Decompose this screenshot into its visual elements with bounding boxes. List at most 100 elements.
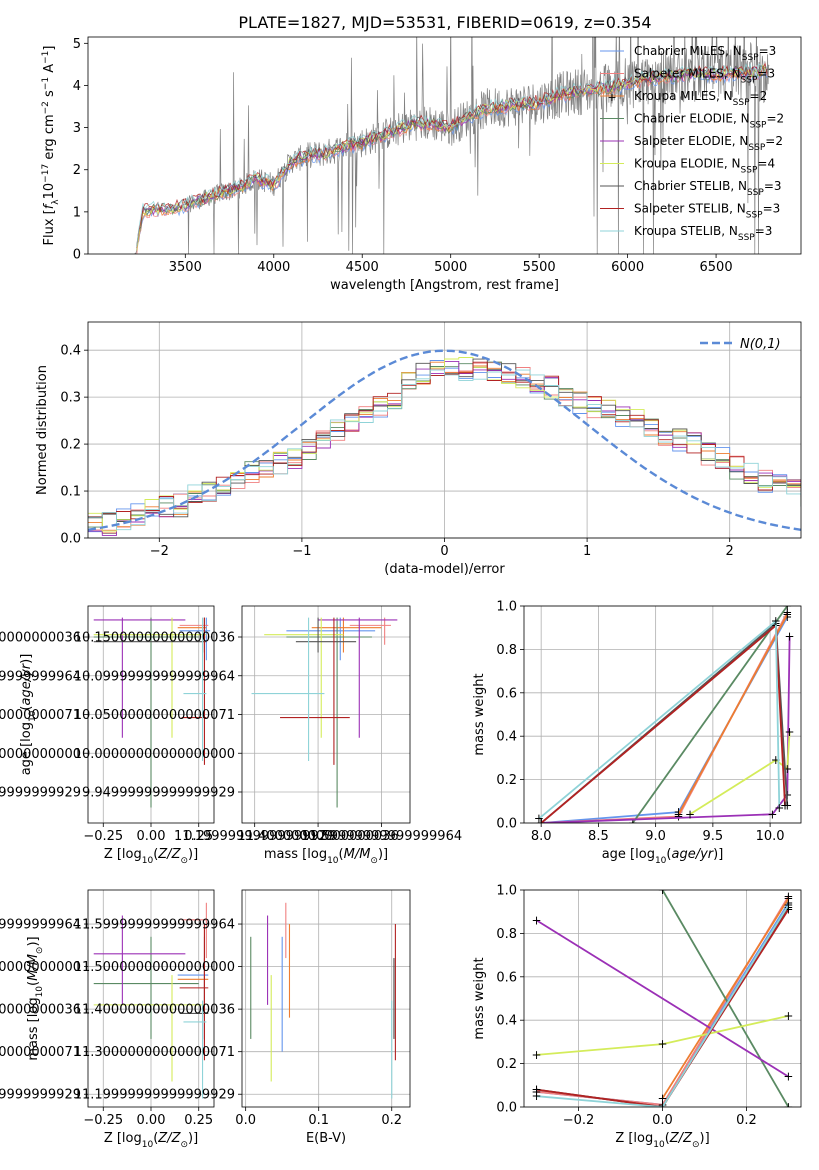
- weight-series: [536, 904, 790, 1107]
- weight-marker: +: [782, 799, 792, 813]
- panel-age_vs_mass: 11.1999999999999992911.40000000000000036…: [74, 605, 462, 866]
- x-tick-label: −0.2: [563, 1113, 595, 1128]
- y-axis-label: Flux [fλ10−17 erg cm−2 s−1 A−1]: [41, 46, 61, 246]
- weight-marker: +: [783, 898, 793, 912]
- x-tick-label: 6500: [700, 260, 733, 275]
- weight-marker: +: [534, 812, 544, 826]
- legend-label: Kroupa ELODIE, NSSP=4: [634, 157, 775, 176]
- panel-mass_vs_Z: −0.25 0.00 0.25 11.19999999999999929 11.3000…: [0, 889, 215, 1150]
- x-tick-label: 5500: [523, 260, 556, 275]
- x-tick-label: 0.0: [652, 1113, 673, 1128]
- y-tick-label: 1.0: [496, 600, 517, 615]
- y-tick-label: 0.0: [496, 817, 517, 832]
- y-tick-label: 0.4: [496, 730, 517, 745]
- panel-residuals: −2 −1 0 1 2 0.0 0.1 0.2 0.3 0.4 (data-model)/error…: [35, 321, 802, 577]
- x-tick-label: 11.40000000000000036: [237, 829, 398, 844]
- y-tick-label: 0.6: [496, 686, 517, 701]
- x-tick-label: 8.5: [588, 829, 609, 844]
- weight-series: [677, 614, 789, 815]
- y-tick-label: 0.1: [60, 485, 81, 500]
- weight-marker: +: [657, 1037, 667, 1051]
- weight-marker: +: [536, 816, 546, 830]
- y-tick-label: 11.50000000000000000: [0, 960, 81, 975]
- axes-frame: [87, 605, 215, 824]
- weight-marker: +: [532, 1083, 542, 1097]
- panel-weight_vs_Z: −0.2 0.0 0.20.00.20.40.60.81.0++++++++++++…: [472, 884, 802, 1150]
- weight-marker: +: [657, 1098, 667, 1112]
- axes-frame: [87, 889, 215, 1108]
- y-tick-label: 1: [73, 205, 81, 220]
- y-tick-label: 1.0: [496, 884, 517, 899]
- weight-marker: +: [782, 606, 792, 620]
- y-tick-label: 0.6: [496, 970, 517, 985]
- y-tick-label: 11.50000000000000000: [74, 960, 235, 975]
- legend: Chabrier MILES, NSSP=3 Salpeter MILES, NS…: [600, 44, 784, 243]
- histogram-step: [88, 361, 801, 520]
- plot-area: ++++ +++++++++++++++++++++++: [534, 599, 795, 830]
- x-axis-label: Z [log10(Z/Z⊙)]: [615, 1131, 709, 1150]
- weight-marker: +: [532, 1085, 542, 1099]
- plot-area: [251, 617, 398, 808]
- weight-marker: +: [783, 896, 793, 910]
- y-tick-label: 11.19999999999999929: [74, 1088, 235, 1103]
- y-tick-label: 0.2: [496, 773, 517, 788]
- y-tick-label: 9.94999999999999929: [0, 786, 81, 801]
- x-tick-label: 0.25: [184, 829, 213, 844]
- y-tick-label: 10.15000000000000036: [74, 631, 235, 646]
- legend-label: Salpeter ELODIE, NSSP=2: [634, 134, 783, 153]
- y-axis-label: Normed distribution: [35, 365, 50, 495]
- weight-marker: +: [536, 816, 546, 830]
- weight-marker: +: [657, 1098, 667, 1112]
- x-tick-label: 8.0: [531, 829, 552, 844]
- y-tick-label: 0.4: [60, 344, 81, 359]
- y-tick-label: 10.05000000000000071: [74, 708, 235, 723]
- weight-marker: +: [673, 809, 683, 823]
- weight-marker: +: [657, 1100, 667, 1114]
- x-axis-label: age [log10(age/yr)]: [602, 847, 724, 866]
- legend-label: Kroupa MILES, NSSP=2: [634, 89, 767, 108]
- weight-marker: +: [780, 799, 790, 813]
- panel-age_vs_Z: −0.25 0.00 0.25 9.94999999999999929 10.00000…: [0, 605, 215, 866]
- weight-marker: +: [536, 816, 546, 830]
- legend-label: Chabrier STELIB, NSSP=3: [634, 179, 782, 198]
- weight-series: [538, 619, 781, 820]
- weight-marker: +: [782, 610, 792, 624]
- legend-label: Salpeter MILES, NSSP=3: [634, 67, 775, 86]
- weight-marker: +: [785, 725, 795, 739]
- weight-marker: +: [771, 753, 781, 767]
- y-tick-label: 0.2: [60, 438, 81, 453]
- y-tick-label: 11.59999999999999964: [74, 918, 235, 933]
- y-tick-label: 0.3: [60, 391, 81, 406]
- x-axis-label: E(B-V): [306, 1131, 346, 1146]
- y-tick-label: 11.30000000000000071: [0, 1045, 81, 1060]
- weight-marker: +: [532, 1089, 542, 1103]
- y-axis-label: age [log10(age/yr)]: [19, 654, 38, 776]
- y-tick-label: 11.30000000000000071: [74, 1045, 235, 1060]
- y-tick-label: 10.00000000000000000: [74, 747, 235, 762]
- axes-frame: [241, 605, 411, 824]
- weight-marker: +: [782, 599, 792, 613]
- histogram-step: [88, 360, 801, 536]
- x-tick-label: 0.00: [137, 829, 166, 844]
- weight-series: [536, 919, 789, 1078]
- axes-frame: [241, 889, 411, 1108]
- x-tick-label: 10.0: [756, 829, 785, 844]
- weight-series: [541, 636, 791, 823]
- y-tick-label: 0.8: [496, 643, 517, 658]
- x-axis-label: Z [log10(Z/Z⊙)]: [104, 847, 198, 866]
- weight-marker: +: [783, 892, 793, 906]
- weight-series: [689, 731, 791, 816]
- grid: [88, 322, 801, 539]
- weight-series: [540, 623, 786, 823]
- y-axis-label: mass weight: [472, 957, 487, 1039]
- weight-marker: +: [685, 807, 695, 821]
- x-tick-label: 4000: [257, 260, 290, 275]
- y-axis-label: mass weight: [472, 673, 487, 755]
- x-tick-label: 9.5: [703, 829, 724, 844]
- axes-frame: [87, 36, 802, 255]
- weight-marker: +: [532, 913, 542, 927]
- y-tick-label: 10.09999999999999964: [0, 669, 81, 684]
- y-tick-label: 11.40000000000000036: [0, 1003, 81, 1018]
- weight-marker: +: [532, 1048, 542, 1062]
- x-axis-label: (data-model)/error: [384, 562, 505, 577]
